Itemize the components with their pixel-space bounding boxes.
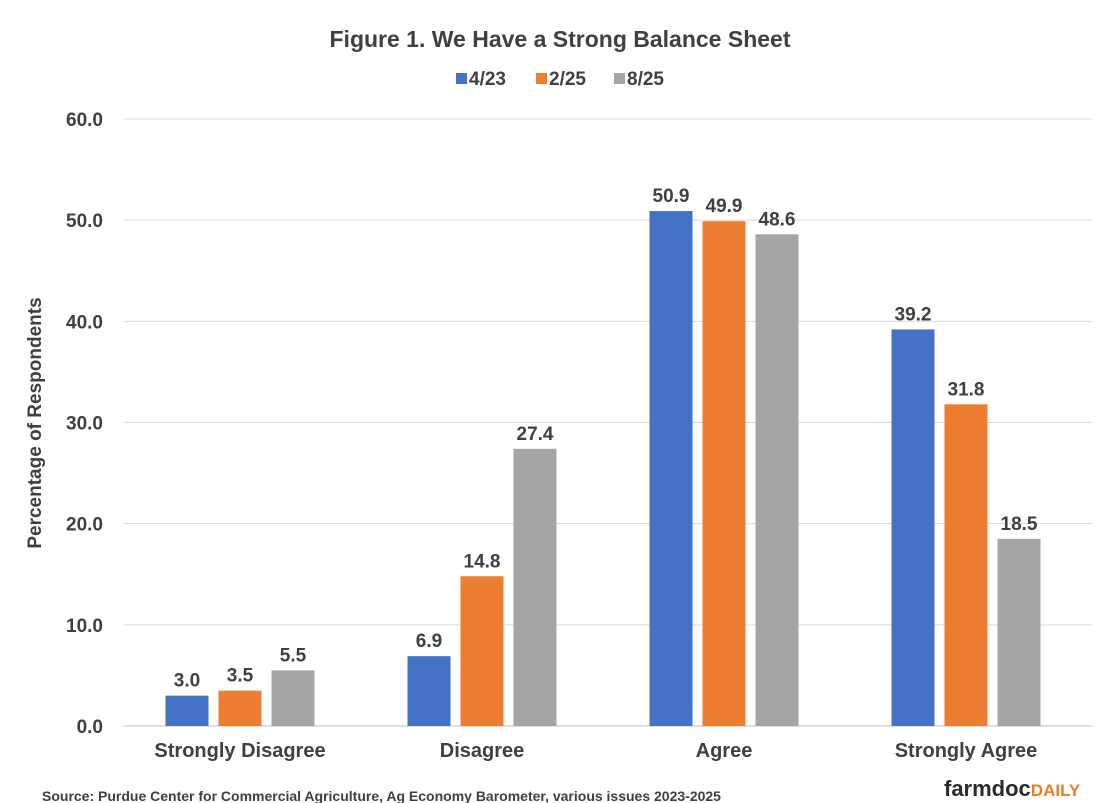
x-tick-label: Agree <box>696 740 753 762</box>
data-label: 3.0 <box>174 671 200 692</box>
legend-item-label: 2/25 <box>549 69 586 90</box>
data-labels: 3.0 3.5 5.5 6.9 14.8 27.4 50.9 49.9 48.6 39.2 31.8… <box>174 186 1038 692</box>
bar <box>702 221 746 726</box>
bar <box>460 576 504 726</box>
y-tick-label: 50.0 <box>66 211 103 232</box>
legend-swatch <box>536 73 547 84</box>
bar <box>997 538 1041 726</box>
logo-text-farmdoc: farmdoc <box>944 776 1031 801</box>
y-tick-label: 30.0 <box>66 414 103 435</box>
farmdoc-daily-logo: farmdocDAILY <box>944 776 1081 801</box>
bar <box>407 656 451 726</box>
y-tick-label: 40.0 <box>66 312 103 333</box>
bar <box>755 234 799 726</box>
x-tick-label: Strongly Disagree <box>154 740 325 762</box>
legend-item-label: 4/23 <box>469 69 506 90</box>
y-tick-label: 20.0 <box>66 515 103 536</box>
bar <box>218 690 262 726</box>
bar <box>271 670 315 726</box>
gridlines <box>124 118 1092 727</box>
y-tick-label: 10.0 <box>66 616 103 637</box>
legend-swatch <box>614 73 625 84</box>
x-tick-label: Disagree <box>440 740 525 762</box>
source-note: Source: Purdue Center for Commercial Agr… <box>42 788 721 803</box>
data-label: 48.6 <box>759 209 796 230</box>
bar <box>165 695 209 726</box>
data-label: 3.5 <box>227 666 254 687</box>
legend-swatch <box>456 73 467 84</box>
data-label: 18.5 <box>1001 514 1038 535</box>
data-label: 39.2 <box>895 304 932 325</box>
data-label: 27.4 <box>517 424 554 445</box>
y-axis-ticks: 0.0 10.0 20.0 30.0 40.0 50.0 60.0 <box>66 110 103 738</box>
bar <box>649 211 693 727</box>
bar <box>891 329 935 726</box>
bar <box>944 404 988 726</box>
data-label: 6.9 <box>416 631 442 652</box>
legend-item-label: 8/25 <box>627 69 664 90</box>
chart-title: Figure 1. We Have a Strong Balance Sheet <box>330 26 791 52</box>
logo-text-daily: DAILY <box>1031 781 1081 800</box>
x-axis-ticks: Strongly Disagree Disagree Agree Strongly A… <box>154 740 1037 762</box>
data-label: 14.8 <box>464 551 501 572</box>
data-label: 50.9 <box>653 186 690 207</box>
y-tick-label: 0.0 <box>77 717 103 738</box>
legend: 4/23 2/25 8/25 <box>456 69 664 90</box>
x-tick-label: Strongly Agree <box>895 740 1038 762</box>
data-label: 31.8 <box>948 379 985 400</box>
bar <box>513 448 557 726</box>
y-axis-label: Percentage of Respondents <box>25 297 46 548</box>
bars <box>165 211 1041 727</box>
data-label: 5.5 <box>280 645 307 666</box>
y-tick-label: 60.0 <box>66 110 103 131</box>
data-label: 49.9 <box>706 196 743 217</box>
